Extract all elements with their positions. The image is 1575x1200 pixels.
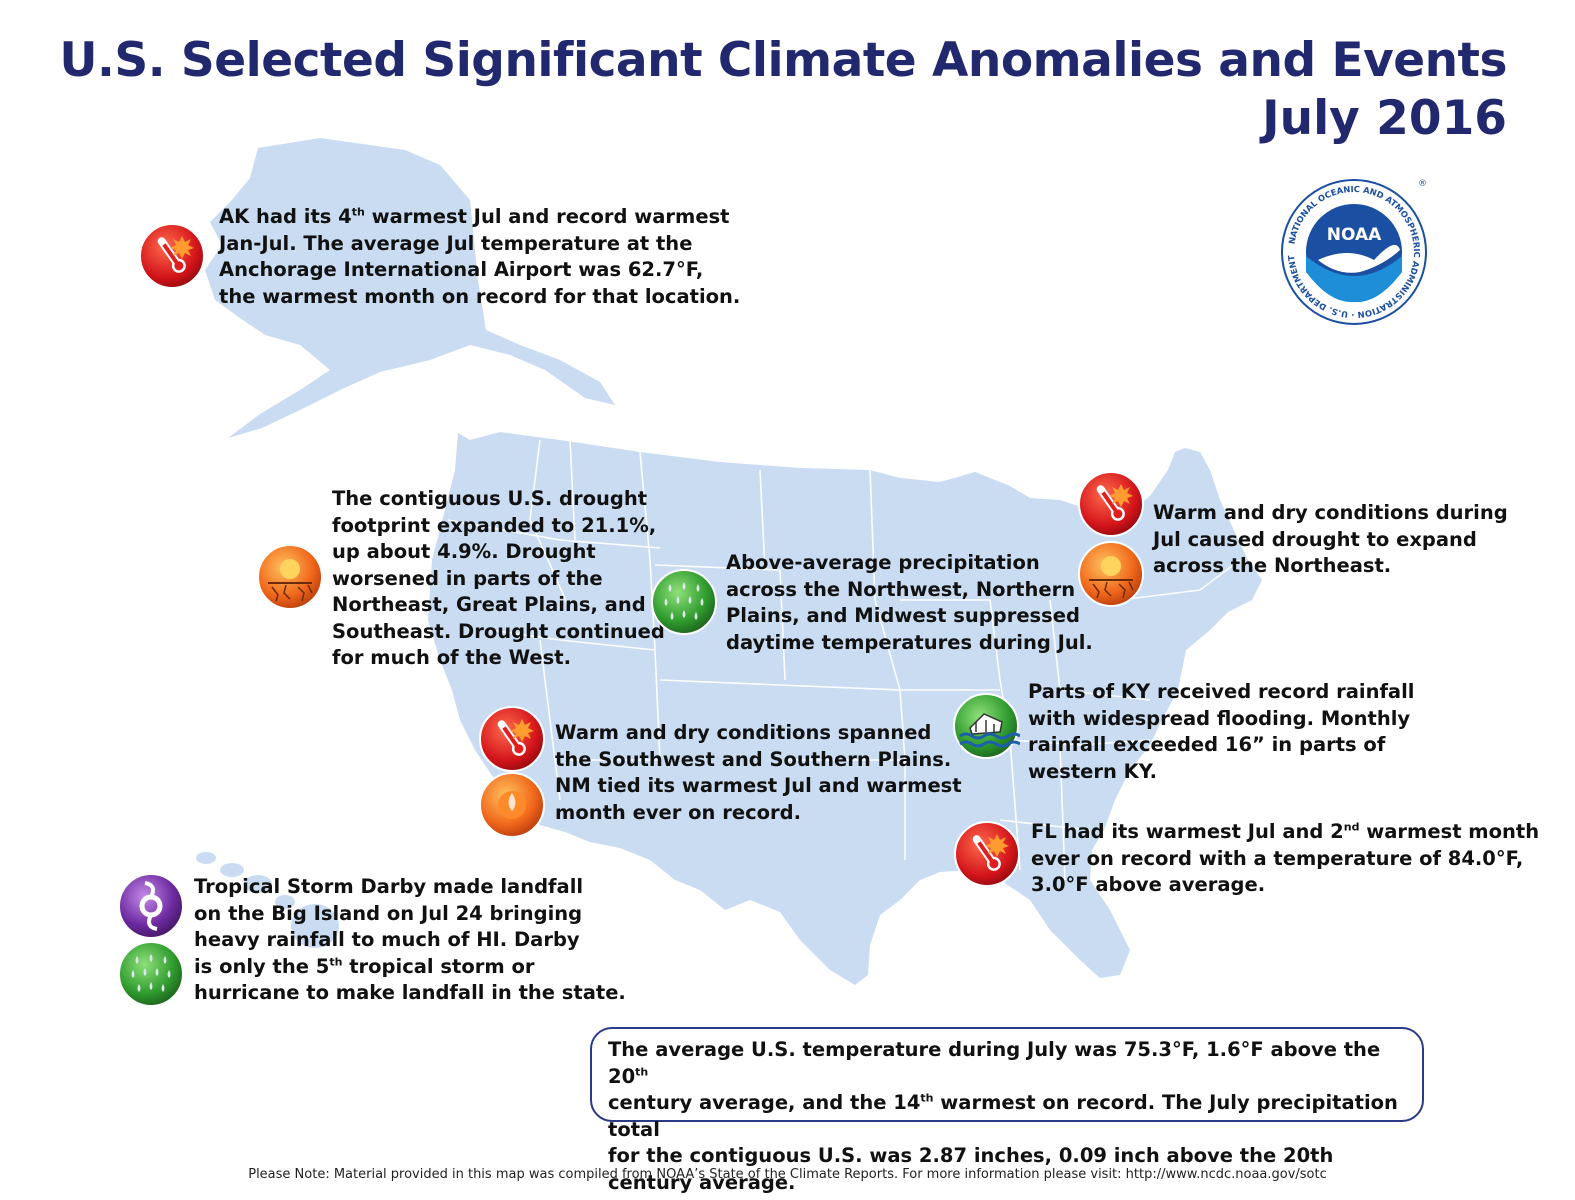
svg-text:®: ®	[1418, 179, 1427, 189]
contiguous-us-shape	[428, 432, 1262, 985]
noaa-logo: NATIONAL OCEANIC AND ATMOSPHERIC ADMINIS…	[1274, 168, 1430, 328]
florida-event-text: FL had its warmest Jul and 2nd warmest m…	[1031, 820, 1540, 896]
footer-note: Please Note: Material provided in this m…	[248, 1167, 1327, 1182]
warm-thermometer-icon	[138, 222, 206, 290]
national-summary-box: The average U.S. temperature during July…	[590, 1027, 1424, 1194]
warm-thermometer-icon	[1077, 470, 1145, 538]
hawaii-islands	[196, 852, 339, 948]
northeast-event-text: Warm and dry conditions during Jul cause…	[1153, 501, 1508, 577]
title-block: U.S. Selected Significant Climate Anomal…	[59, 32, 1507, 148]
drought-event-text: The contiguous U.S. drought footprint ex…	[332, 487, 665, 669]
drought-icon	[256, 543, 324, 611]
flood-icon	[952, 692, 1020, 760]
dry-icon	[478, 771, 546, 839]
page-subtitle: July 2016	[1262, 91, 1507, 146]
state-boundaries	[447, 439, 1241, 881]
precip-event-text: Above-average precipitation across the N…	[726, 551, 1093, 654]
warm-thermometer-icon	[953, 820, 1021, 888]
svg-text:NOAA: NOAA	[1327, 225, 1382, 245]
wet-rain-icon	[117, 940, 185, 1008]
hawaii-event-text: Tropical Storm Darby made landfall on th…	[194, 875, 626, 1004]
wet-rain-icon	[650, 568, 718, 636]
page-title: U.S. Selected Significant Climate Anomal…	[59, 33, 1507, 88]
warm-thermometer-icon	[478, 705, 546, 773]
tropical-storm-icon	[117, 872, 185, 940]
drought-icon	[1077, 540, 1145, 608]
alaska-event-text: AK had its 4th warmest Jul and record wa…	[219, 205, 741, 308]
kentucky-event-text: Parts of KY received record rainfall wit…	[1028, 680, 1415, 783]
southwest-event-text: Warm and dry conditions spanned the Sout…	[555, 721, 962, 824]
alaska-shape	[205, 138, 615, 438]
